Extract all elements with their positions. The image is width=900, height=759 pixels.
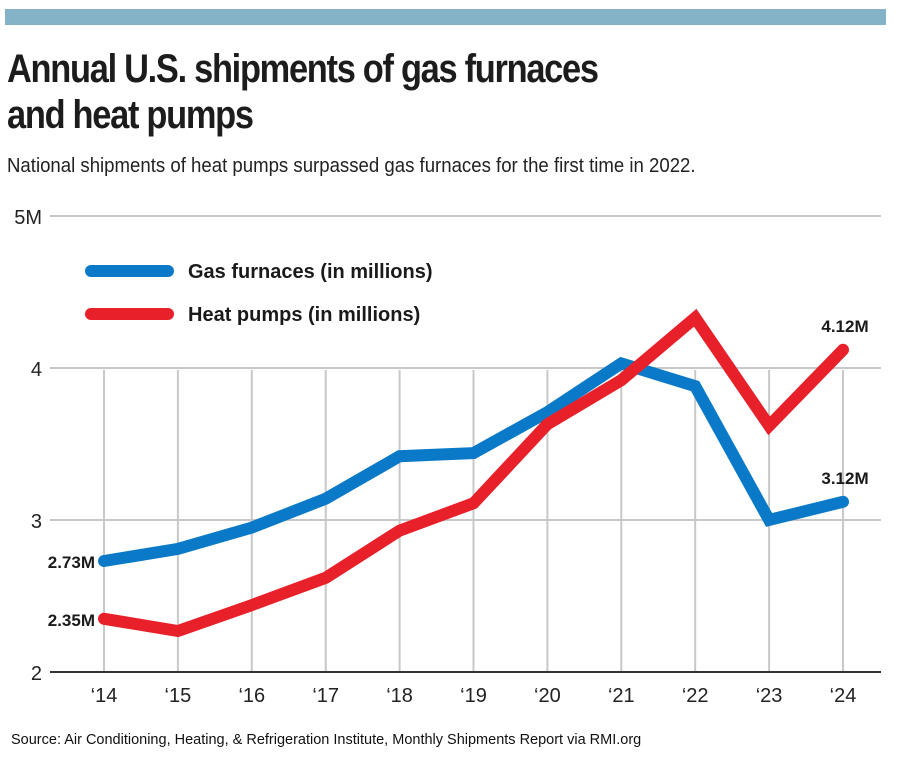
x-tick-label: ‘21 bbox=[608, 685, 635, 707]
data-label-heat: 4.12M bbox=[821, 317, 868, 336]
legend-label-gas: Gas furnaces (in millions) bbox=[188, 261, 433, 283]
header-banner bbox=[5, 9, 886, 25]
y-tick-label: 4 bbox=[31, 359, 42, 381]
x-tick-label: ‘17 bbox=[312, 685, 339, 707]
x-tick-label: ‘16 bbox=[238, 685, 265, 707]
x-tick-label: ‘19 bbox=[460, 685, 487, 707]
data-label-gas: 3.12M bbox=[821, 469, 868, 488]
y-tick-label: 5M bbox=[14, 207, 42, 229]
legend: Gas furnaces (in millions) Heat pumps (in… bbox=[85, 261, 433, 326]
x-tick-label: ‘22 bbox=[682, 685, 709, 707]
data-label-heat: 2.35M bbox=[48, 611, 95, 630]
y-tick-label: 3 bbox=[31, 511, 42, 533]
axis-layer: 2 3 4 5M ‘14 ‘15 ‘16 ‘17 ‘18 ‘19 ‘20 ‘21 ‘22 ‘23 ‘24 bbox=[14, 207, 881, 707]
data-label-gas: 2.73M bbox=[48, 553, 95, 572]
x-tick-label: ‘23 bbox=[756, 685, 783, 707]
legend-label-heat: Heat pumps (in millions) bbox=[188, 304, 420, 326]
x-tick-label: ‘18 bbox=[386, 685, 413, 707]
label-layer: 2.73M 2.35M 3.12M 4.12M bbox=[48, 317, 869, 630]
series-layer bbox=[98, 308, 849, 638]
x-tick-label: ‘20 bbox=[534, 685, 561, 707]
source-note: Source: Air Conditioning, Heating, & Ref… bbox=[11, 732, 642, 748]
chart-title: Annual U.S. shipments of gas furnaces an… bbox=[7, 46, 781, 138]
chart-title-line1: Annual U.S. shipments of gas furnaces bbox=[7, 47, 599, 91]
grid-layer bbox=[50, 215, 881, 672]
chart-subtitle: National shipments of heat pumps surpass… bbox=[7, 155, 696, 177]
x-tick-label: ‘15 bbox=[165, 685, 192, 707]
chart-title-line2: and heat pumps bbox=[7, 93, 254, 137]
y-tick-label: 2 bbox=[31, 663, 42, 685]
x-tick-label: ‘14 bbox=[91, 685, 118, 707]
x-tick-label: ‘24 bbox=[830, 685, 857, 707]
